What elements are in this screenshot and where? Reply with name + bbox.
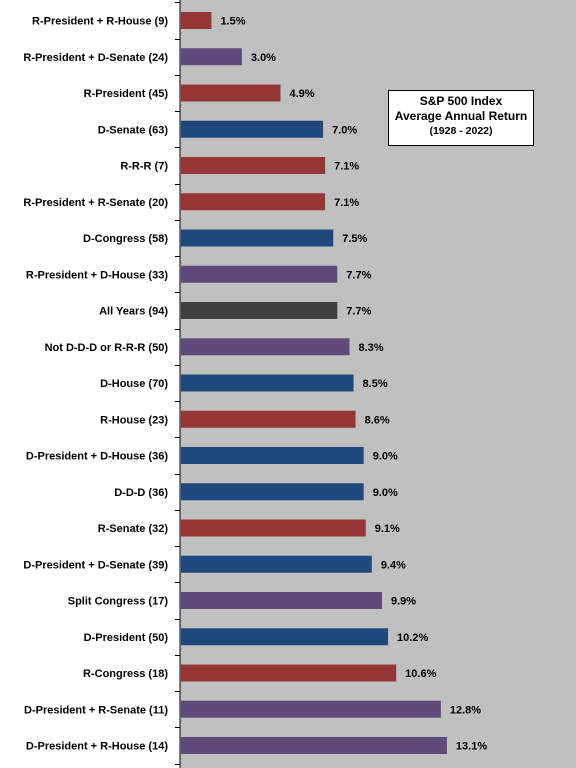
category-label: Not D-D-D or R-R-R (50)	[45, 342, 169, 354]
category-label: R-House (23)	[100, 414, 168, 426]
chart-period: (1928 - 2022)	[429, 125, 493, 137]
bar	[181, 12, 212, 29]
bar	[181, 84, 281, 102]
category-label: All Years (94)	[99, 306, 168, 318]
category-label: D-President + R-Senate (11)	[24, 704, 168, 716]
value-label: 7.5%	[342, 233, 367, 245]
value-label: 8.5%	[363, 378, 388, 390]
bar	[181, 700, 441, 718]
category-label: R-President + D-Senate (24)	[23, 52, 168, 64]
category-label: R-President + R-House (9)	[32, 16, 168, 28]
value-label: 3.0%	[251, 52, 276, 64]
bar	[181, 302, 338, 319]
chart-title: S&P 500 Index	[419, 94, 503, 108]
bar	[181, 374, 354, 392]
value-label: 1.5%	[220, 16, 245, 28]
bar	[181, 338, 350, 356]
value-label: 9.9%	[391, 596, 416, 608]
value-label: 13.1%	[456, 741, 487, 753]
chart-title-box: S&P 500 Index Average Annual Return (192…	[388, 90, 534, 146]
bar	[181, 229, 334, 247]
category-label: R-President (45)	[84, 88, 169, 100]
chart-subtitle: Average Annual Return	[394, 109, 528, 123]
bar	[181, 628, 389, 646]
value-label: 7.1%	[334, 161, 359, 173]
value-label: 7.1%	[334, 197, 359, 209]
bar	[181, 737, 447, 754]
bar	[181, 664, 397, 682]
category-label: D-President + D-House (36)	[26, 451, 168, 463]
category-label: R-President + D-House (33)	[26, 269, 168, 281]
bar	[181, 120, 324, 138]
value-label: 8.3%	[358, 342, 383, 354]
value-label: 9.4%	[381, 559, 406, 571]
category-label: D-President (50)	[84, 632, 169, 644]
value-label: 7.7%	[346, 306, 371, 318]
bar	[181, 157, 326, 174]
bar	[181, 193, 326, 211]
bar	[181, 483, 364, 501]
value-label: 7.7%	[346, 269, 371, 281]
bars-layer	[181, 12, 447, 754]
value-label: 9.1%	[375, 523, 400, 535]
y-axis-ticks	[175, 2, 180, 765]
value-label: 10.6%	[405, 668, 436, 680]
value-label: 9.0%	[373, 451, 398, 463]
value-label: 4.9%	[289, 88, 314, 100]
value-labels: 1.5% 3.0% 4.9% 7.0% 7.1% 7.1% 7.5% 7.7% 7.7% 8.3%…	[220, 16, 487, 753]
category-label: Split Congress (17)	[68, 596, 169, 608]
category-label: D-House (70)	[100, 378, 168, 390]
bar	[181, 48, 242, 66]
category-label: D-Senate (63)	[98, 124, 169, 136]
bar	[181, 265, 338, 283]
category-label: R-Senate (32)	[98, 523, 169, 535]
bar	[181, 447, 364, 464]
category-label: D-President + D-Senate (39)	[23, 559, 168, 571]
category-label: D-Congress (58)	[83, 233, 168, 245]
bar	[181, 555, 372, 573]
category-label: R-R-R (7)	[120, 161, 168, 173]
bar	[181, 410, 356, 428]
value-label: 7.0%	[332, 124, 357, 136]
category-label: D-D-D (36)	[114, 487, 168, 499]
value-label: 12.8%	[450, 704, 481, 716]
value-label: 8.6%	[365, 414, 390, 426]
bar	[181, 519, 366, 537]
value-label: 9.0%	[373, 487, 398, 499]
value-label: 10.2%	[397, 632, 428, 644]
category-label: R-Congress (18)	[83, 668, 168, 680]
category-label: R-President + R-Senate (20)	[23, 197, 168, 209]
category-label: D-President + R-House (14)	[26, 741, 168, 753]
bar	[181, 592, 382, 609]
category-labels: R-President + R-House (9) R-President + D…	[23, 16, 168, 753]
